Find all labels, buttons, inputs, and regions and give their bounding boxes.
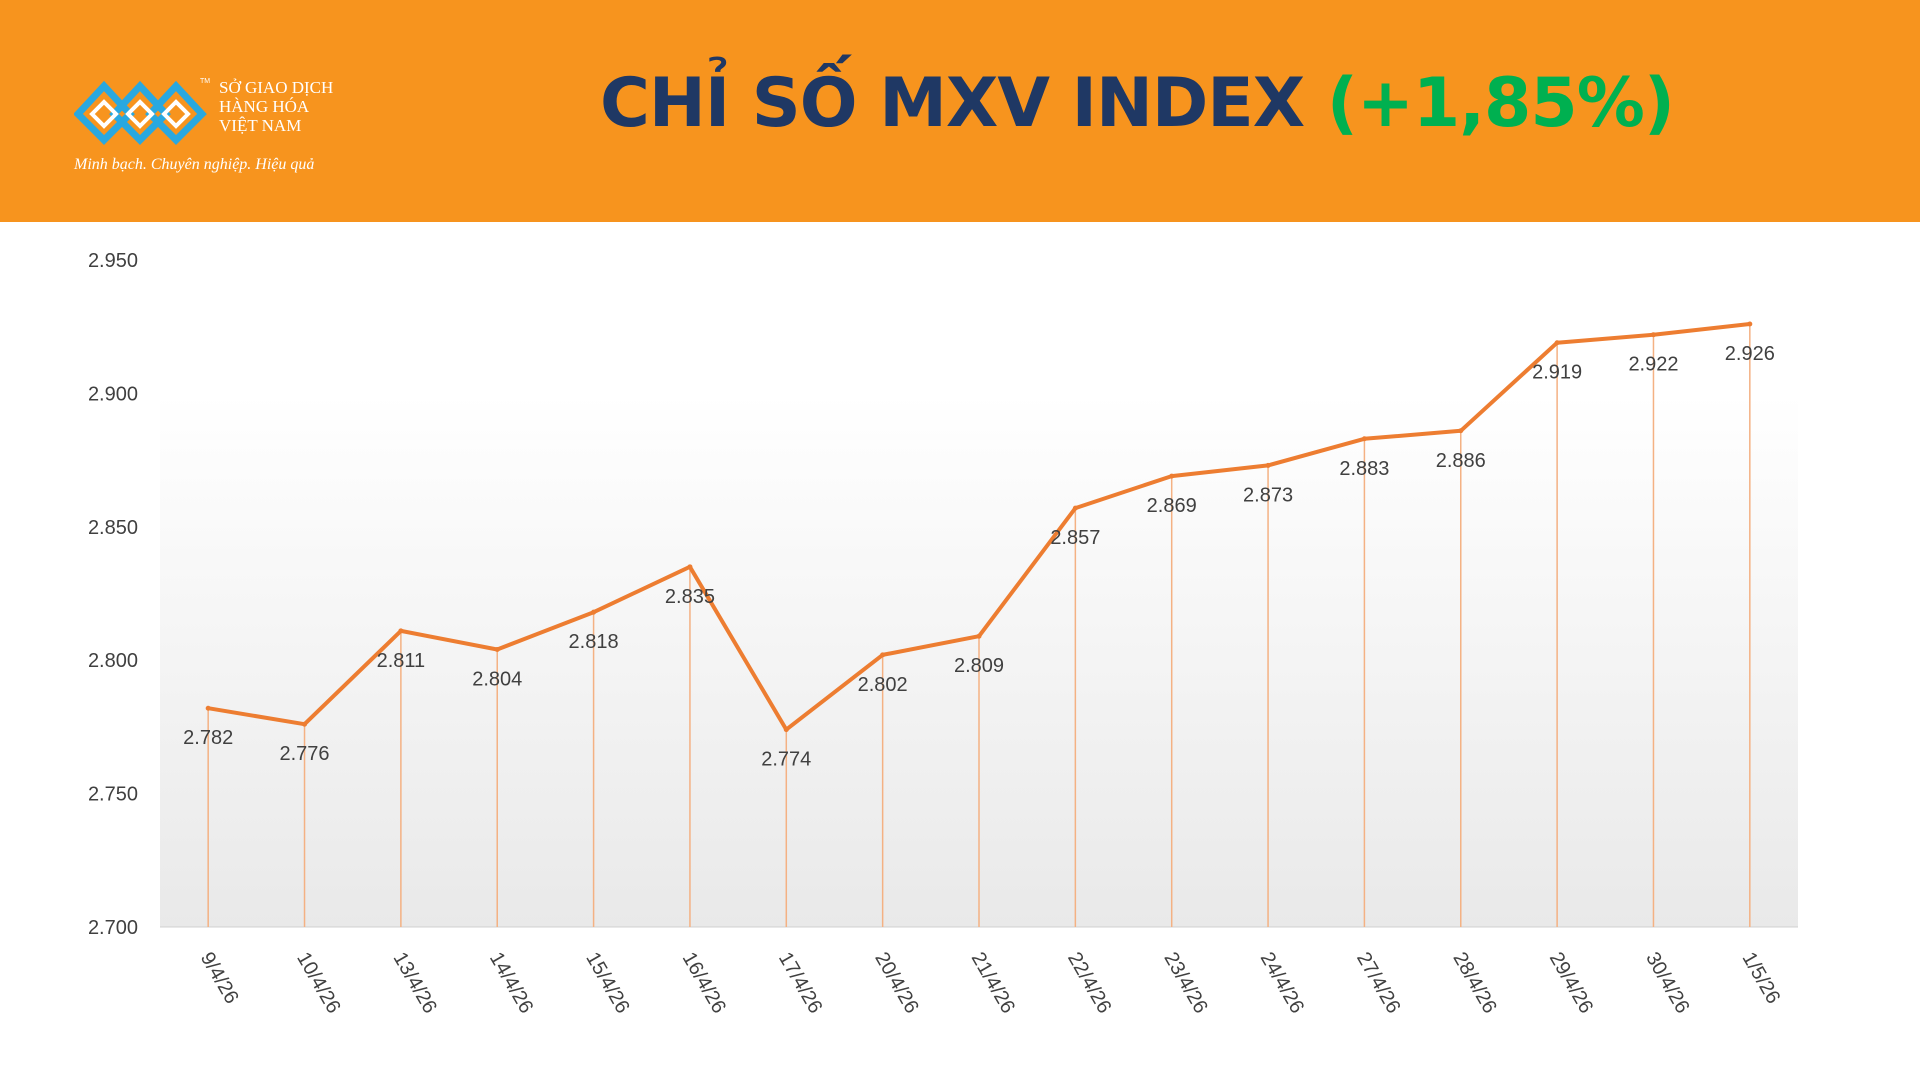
logo-line-3: VIỆT NAM — [219, 116, 302, 135]
data-label: 2.835 — [665, 586, 715, 608]
x-tick-label: 14/4/26 — [485, 949, 537, 1018]
data-point — [1458, 428, 1464, 434]
x-tick-label: 24/4/26 — [1256, 949, 1308, 1018]
data-point — [1265, 462, 1271, 468]
data-point — [205, 705, 211, 711]
data-point — [591, 609, 597, 615]
y-tick-label: 2.700 — [88, 917, 138, 939]
x-tick-label: 21/4/26 — [967, 949, 1019, 1018]
data-point — [880, 652, 886, 658]
data-point — [1650, 332, 1656, 338]
data-label: 2.809 — [954, 655, 1004, 677]
header-banner: TM SỞ GIAO DỊCH HÀNG HÓA VIỆT NAM Minh b… — [0, 0, 1920, 222]
data-label: 2.873 — [1243, 484, 1293, 506]
x-tick-label: 15/4/26 — [581, 949, 633, 1018]
data-point — [1169, 473, 1175, 479]
x-tick-label: 1/5/26 — [1737, 949, 1784, 1008]
data-label: 2.886 — [1436, 450, 1486, 472]
data-label: 2.922 — [1628, 354, 1678, 376]
title-main: CHỈ SỐ MXV INDEX — [600, 64, 1327, 143]
logo-wordmark: SỞ GIAO DỊCH HÀNG HÓA VIỆT NAM — [219, 78, 333, 135]
data-label: 2.782 — [183, 727, 233, 749]
x-tick-label: 23/4/26 — [1159, 949, 1211, 1018]
index-line-chart: 2.700 2.750 2.800 2.850 2.900 2.950 2.782 2.776… — [0, 222, 1920, 1080]
data-point — [1361, 436, 1367, 442]
data-point — [302, 721, 308, 727]
data-point — [1747, 321, 1753, 327]
data-label: 2.774 — [761, 749, 811, 771]
data-label: 2.776 — [279, 743, 329, 765]
data-label: 2.883 — [1339, 458, 1389, 480]
data-point — [976, 633, 982, 639]
page-title: CHỈ SỐ MXV INDEX (+1,85%) — [600, 58, 1675, 150]
x-tick-label: 30/4/26 — [1641, 949, 1693, 1018]
data-label: 2.926 — [1725, 343, 1775, 365]
data-label: 2.818 — [569, 631, 619, 653]
chart-svg: 2.700 2.750 2.800 2.850 2.900 2.950 2.782 2.776… — [88, 250, 1798, 1018]
x-tick-label: 13/4/26 — [389, 949, 441, 1018]
x-tick-label: 27/4/26 — [1352, 949, 1404, 1018]
x-tick-label: 10/4/26 — [292, 949, 344, 1018]
y-tick-label: 2.800 — [88, 650, 138, 672]
data-label: 2.804 — [472, 669, 522, 691]
data-point — [494, 647, 500, 653]
x-tick-label: 9/4/26 — [196, 949, 243, 1008]
logo-trademark: TM — [200, 78, 211, 85]
x-tick-label: 28/4/26 — [1448, 949, 1500, 1018]
y-tick-label: 2.900 — [88, 383, 138, 405]
data-point — [1072, 505, 1078, 511]
y-tick-label: 2.950 — [88, 250, 138, 272]
x-tick-label: 20/4/26 — [870, 949, 922, 1018]
data-point — [1554, 340, 1560, 346]
logo-slogan: Minh bạch. Chuyên nghiệp. Hiệu quả — [74, 156, 315, 173]
data-point — [783, 727, 789, 733]
exchange-logo: TM SỞ GIAO DỊCH HÀNG HÓA VIỆT NAM Minh b… — [74, 70, 374, 180]
data-label: 2.869 — [1147, 495, 1197, 517]
data-label: 2.811 — [377, 650, 426, 672]
x-tick-label: 22/4/26 — [1063, 949, 1115, 1018]
logo-mark-icon — [74, 80, 207, 145]
logo-line-1: SỞ GIAO DỊCH — [219, 78, 334, 97]
title-change-percent: (+1,85%) — [1326, 64, 1675, 143]
data-label: 2.857 — [1050, 527, 1100, 549]
data-point — [687, 564, 693, 570]
x-tick-label: 16/4/26 — [678, 949, 730, 1018]
x-tick-label: 29/4/26 — [1545, 949, 1597, 1018]
data-label: 2.919 — [1532, 362, 1582, 384]
logo-line-2: HÀNG HÓA — [219, 97, 310, 116]
y-tick-label: 2.750 — [88, 784, 138, 806]
data-label: 2.802 — [858, 674, 908, 696]
x-tick-label: 17/4/26 — [774, 949, 826, 1018]
y-tick-label: 2.850 — [88, 517, 138, 539]
data-point — [398, 628, 404, 634]
